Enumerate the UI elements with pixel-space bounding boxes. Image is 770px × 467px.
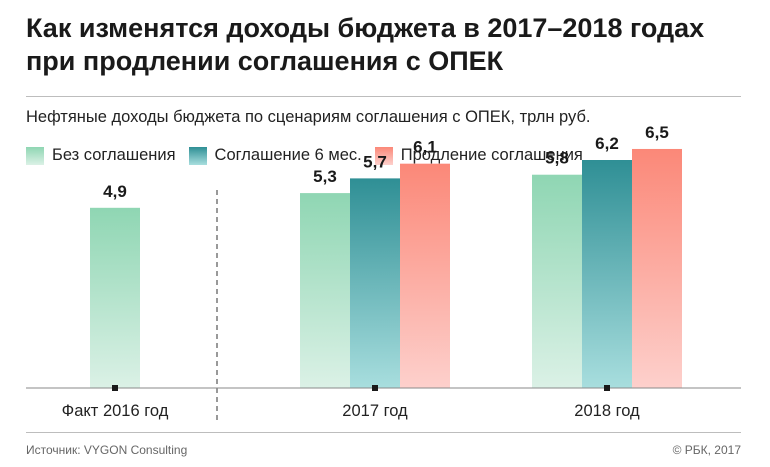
data-label-0-0: 4,9 (103, 182, 127, 201)
chart-title: Как изменятся доходы бюджета в 2017–2018… (26, 13, 705, 76)
bar-соглашение-6-мес-1 (350, 178, 400, 388)
bar-продление-соглашения-1 (400, 163, 450, 388)
category-label-0: Факт 2016 год (62, 402, 169, 420)
legend-item-extension: Продление соглашения (374, 146, 583, 165)
data-label-1-2: 6,1 (413, 138, 437, 157)
data-label-2-1: 6,2 (595, 134, 619, 153)
legend-item-6-months: Соглашение 6 мес. (188, 146, 362, 165)
data-label-1-1: 5,7 (363, 152, 387, 171)
footer-divider (26, 432, 741, 433)
category-tick-2 (604, 385, 610, 391)
data-label-2-0: 5,8 (545, 149, 569, 168)
category-tick-0 (112, 385, 118, 391)
legend-swatch-6-months (188, 146, 207, 165)
bar-без-соглашения-2 (532, 174, 582, 388)
legend-swatch-no-agreement (26, 146, 44, 165)
title-divider (26, 96, 741, 97)
bar-продление-соглашения-2 (632, 148, 682, 388)
legend-swatch-extension (374, 146, 393, 165)
legend-label-no-agreement: Без соглашения (52, 146, 176, 164)
bar-без-соглашения-1 (300, 193, 350, 388)
category-tick-1 (372, 385, 378, 391)
data-label-1-0: 5,3 (313, 167, 337, 186)
legend: Без соглашения Соглашение 6 мес. Продлен… (26, 146, 596, 165)
bar-соглашение-6-мес-2 (582, 160, 632, 388)
category-label-1: 2017 год (342, 402, 408, 420)
category-label-2: 2018 год (574, 402, 640, 420)
copyright: © РБК, 2017 (672, 443, 741, 457)
source-note: Источник: VYGON Consulting (26, 443, 188, 457)
bars-group: 4,9 5,3 5,7 6,1 5,8 6,2 6,5 (90, 123, 682, 388)
legend-label-6-months: Соглашение 6 мес. (214, 146, 362, 164)
data-label-2-2: 6,5 (645, 123, 669, 142)
ticks-group: Факт 2016 год 2017 год 2018 год (62, 385, 640, 420)
legend-item-no-agreement: Без соглашения (26, 146, 176, 165)
legend-label-extension: Продление соглашения (400, 146, 583, 164)
bar-без-соглашения-0 (90, 207, 140, 388)
chart-subtitle: Нефтяные доходы бюджета по сценариям сог… (26, 108, 591, 126)
